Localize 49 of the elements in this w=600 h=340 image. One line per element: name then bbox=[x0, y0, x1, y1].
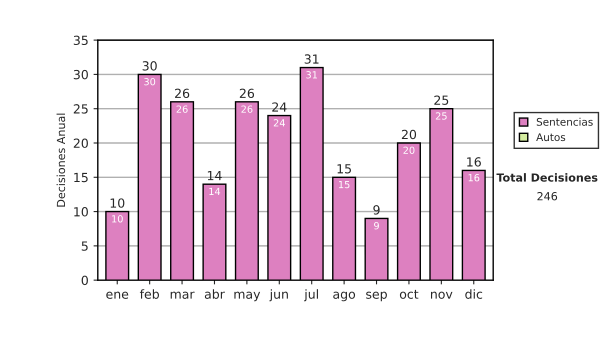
total-label: 26 bbox=[240, 88, 254, 98]
x-tick-label: jun bbox=[269, 289, 288, 302]
legend-label: Sentencias bbox=[536, 118, 593, 126]
data-label: 26 bbox=[176, 105, 188, 113]
y-tick-label: 15 bbox=[74, 172, 88, 182]
x-tick-label: jul bbox=[304, 289, 318, 302]
total-label: 26 bbox=[175, 88, 190, 98]
x-tick-label: may bbox=[234, 292, 260, 302]
y-axis-title: Decisiones Anual bbox=[56, 114, 66, 207]
data-label: 9 bbox=[374, 222, 379, 230]
total-label: 31 bbox=[304, 54, 319, 64]
data-label: 16 bbox=[468, 174, 480, 182]
data-label: 30 bbox=[144, 78, 156, 86]
data-label: 10 bbox=[112, 215, 123, 223]
data-label: 24 bbox=[274, 119, 285, 126]
x-tick-label: oct bbox=[400, 290, 418, 299]
y-tick-label: 10 bbox=[74, 207, 88, 217]
y-tick-label: 30 bbox=[74, 70, 88, 80]
total-label: 14 bbox=[208, 171, 222, 180]
y-tick-label: 35 bbox=[74, 36, 88, 46]
y-tick-label: 20 bbox=[74, 138, 88, 148]
y-tick-label: 5 bbox=[82, 242, 88, 251]
total-label: 30 bbox=[142, 61, 157, 71]
data-label: 14 bbox=[209, 188, 220, 195]
data-label: 25 bbox=[436, 112, 447, 120]
x-tick-label: ago bbox=[333, 292, 356, 302]
total-label: 24 bbox=[272, 102, 287, 112]
legend-label: Autos bbox=[536, 133, 566, 142]
x-tick-label: mar bbox=[170, 292, 195, 299]
x-tick-label: abr bbox=[204, 289, 225, 299]
data-label: 31 bbox=[306, 71, 317, 79]
total-label: 9 bbox=[373, 205, 380, 215]
total-label: 15 bbox=[338, 164, 351, 174]
data-label: 15 bbox=[338, 181, 350, 188]
text: Total Decisiones bbox=[496, 173, 598, 182]
data-label: 26 bbox=[241, 105, 252, 113]
x-tick-label: ene bbox=[106, 292, 128, 299]
x-tick-label: sep bbox=[366, 292, 387, 302]
x-tick-label: nov bbox=[430, 292, 452, 299]
y-tick-label: 0 bbox=[82, 276, 88, 286]
total-label: 20 bbox=[402, 130, 416, 140]
y-tick-label: 25 bbox=[74, 104, 88, 114]
text: 246 bbox=[537, 192, 558, 200]
total-label: 25 bbox=[434, 95, 448, 105]
x-tick-label: dic bbox=[465, 289, 482, 299]
total-label: 16 bbox=[467, 157, 481, 167]
data-label: 20 bbox=[403, 146, 414, 154]
x-tick-label: feb bbox=[140, 289, 159, 299]
total-label: 10 bbox=[110, 198, 124, 208]
